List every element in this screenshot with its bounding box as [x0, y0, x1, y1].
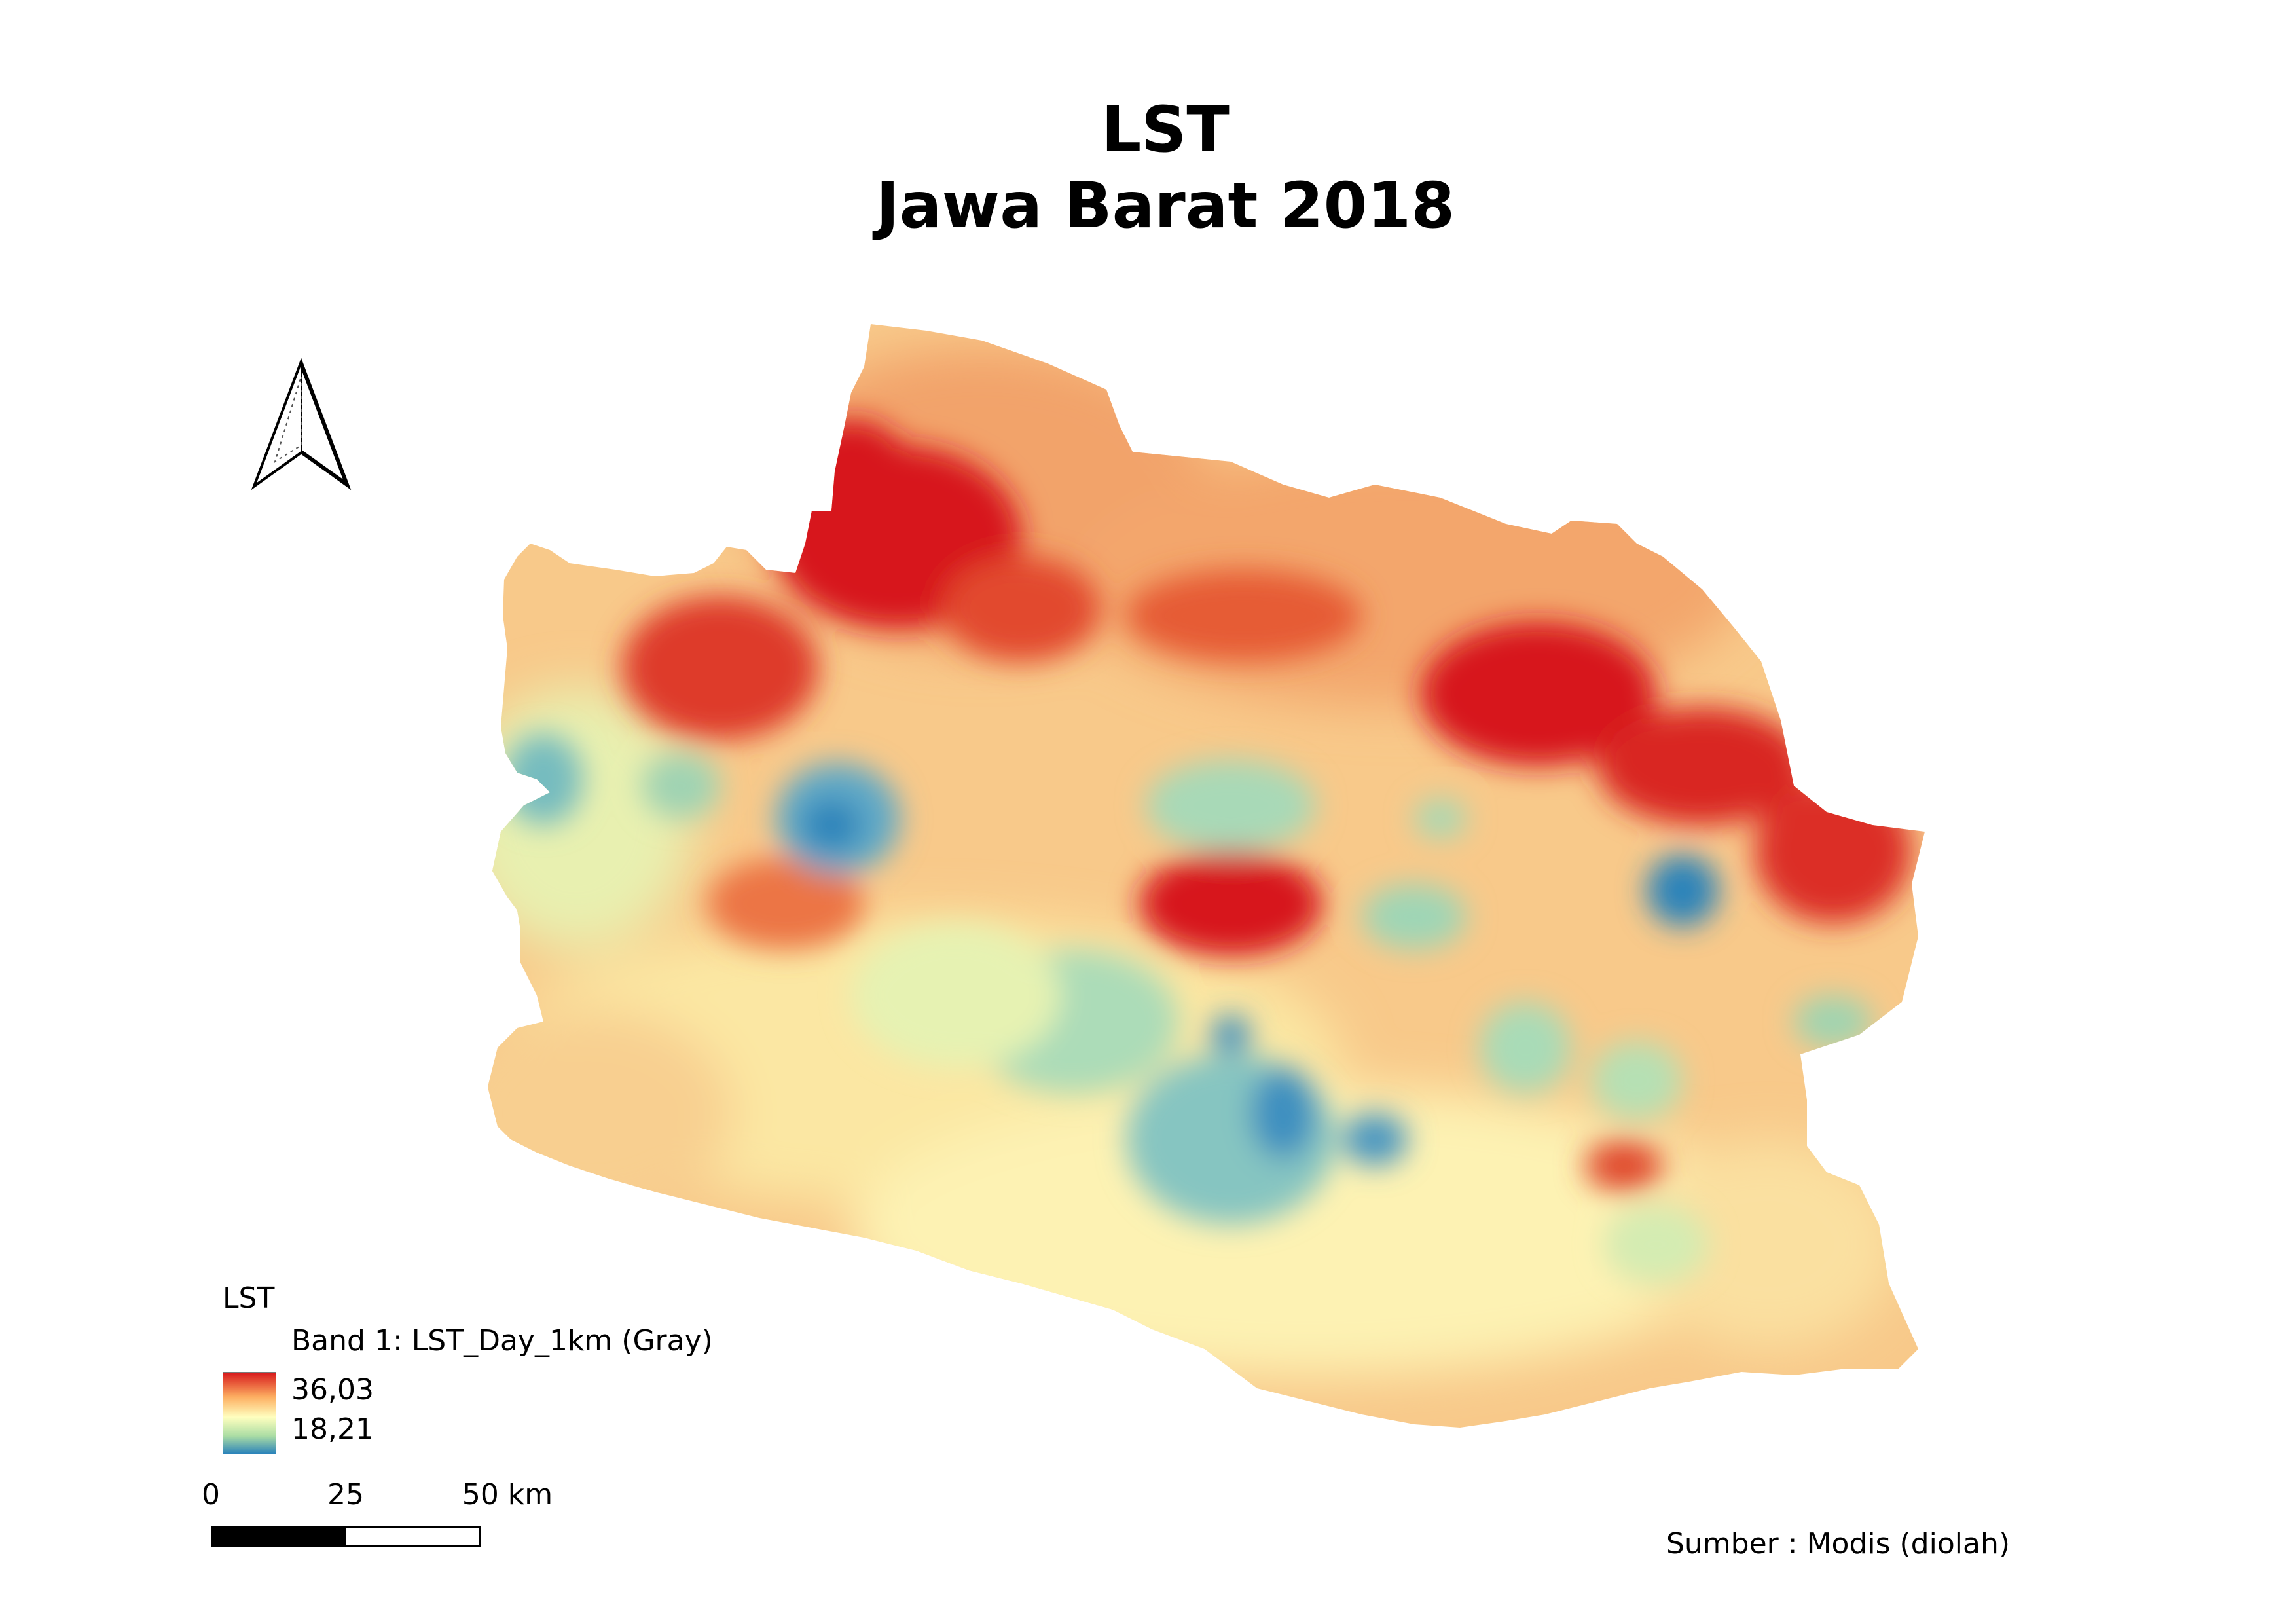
north-arrow-icon — [251, 358, 352, 490]
map-title-line-1: LST — [1101, 93, 1230, 166]
legend-max-value: 36,03 — [291, 1373, 374, 1407]
scale-segment-light — [344, 1526, 481, 1547]
scale-label-0: 0 — [202, 1478, 220, 1511]
map-title: LST Jawa Barat 2018 — [0, 92, 2296, 244]
scale-label-25: 25 — [327, 1478, 364, 1511]
legend-min-value: 18,21 — [291, 1412, 374, 1446]
scale-segment-dark — [211, 1526, 346, 1547]
source-note: Sumber : Modis (diolah) — [1666, 1527, 2010, 1560]
scale-bar: 0 25 50 km — [196, 1477, 563, 1555]
map-title-line-2: Jawa Barat 2018 — [876, 169, 1455, 242]
legend-title: LST — [223, 1282, 275, 1315]
legend-color-ramp — [223, 1372, 276, 1454]
legend: LST Band 1: LST_Day_1km (Gray) 36,03 18,… — [216, 1280, 805, 1490]
scale-label-50: 50 km — [462, 1478, 553, 1511]
legend-band-label: Band 1: LST_Day_1km (Gray) — [291, 1324, 713, 1357]
